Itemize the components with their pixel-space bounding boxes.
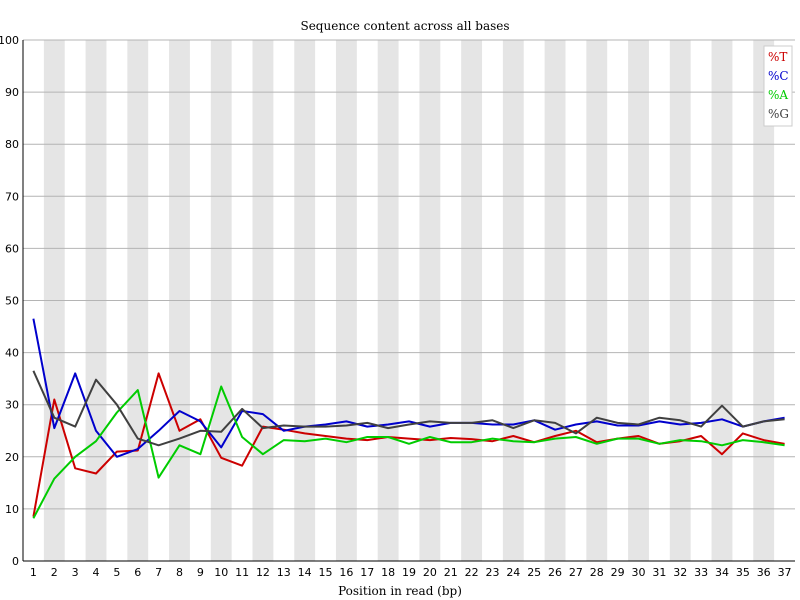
y-tick-label: 90	[5, 86, 19, 99]
x-tick-label: 22	[465, 566, 479, 579]
series-line-pct-g	[32, 370, 785, 447]
x-tick-label: 10	[214, 566, 228, 579]
x-tick-label: 13	[277, 566, 291, 579]
legend: %T %C %A %G	[763, 45, 793, 127]
x-tick-label: 9	[197, 566, 204, 579]
series-lines	[32, 318, 785, 519]
axes	[22, 40, 795, 562]
y-tick-label: 20	[5, 451, 19, 464]
x-tick-label: 33	[694, 566, 708, 579]
y-tick-label: 100	[0, 34, 19, 47]
y-tick-label: 60	[5, 242, 19, 255]
legend-entry: %G	[768, 107, 789, 121]
x-tick-label: 36	[757, 566, 771, 579]
x-tick-label: 30	[632, 566, 646, 579]
legend-box	[763, 45, 793, 127]
x-tick-label: 35	[736, 566, 750, 579]
x-tick-label: 26	[548, 566, 562, 579]
legend-entry: %T	[768, 50, 787, 64]
y-tick-label: 50	[5, 295, 19, 308]
x-tick-label: 7	[155, 566, 162, 579]
x-tick-label: 12	[256, 566, 270, 579]
y-tick-label: 70	[5, 190, 19, 203]
series-line-pct-a	[32, 385, 785, 519]
x-tick-label: 27	[569, 566, 583, 579]
x-tick-label: 11	[235, 566, 249, 579]
x-tick-label: 32	[673, 566, 687, 579]
x-tick-label: 16	[339, 566, 353, 579]
x-tick-label: 8	[176, 566, 183, 579]
x-tick-label: 25	[527, 566, 541, 579]
series-line-pct-c	[32, 318, 785, 458]
y-tick-label: 10	[5, 503, 19, 516]
x-tick-label: 15	[319, 566, 333, 579]
y-tick-label: 30	[5, 399, 19, 412]
gridlines	[23, 39, 795, 510]
legend-entry: %A	[768, 88, 788, 102]
x-tick-label: 28	[590, 566, 604, 579]
x-tick-label: 5	[113, 566, 120, 579]
legend-entry: %C	[768, 69, 789, 83]
chart-title: Sequence content across all bases	[300, 19, 509, 33]
x-tick-label: 4	[93, 566, 100, 579]
x-tick-label: 14	[298, 566, 312, 579]
x-tick-label: 29	[611, 566, 625, 579]
x-tick-label: 1	[30, 566, 37, 579]
y-tick-label: 0	[12, 555, 19, 568]
x-tick-label: 3	[72, 566, 79, 579]
x-tick-label: 17	[360, 566, 374, 579]
x-axis-label: Position in read (bp)	[338, 584, 462, 598]
y-tick-labels: 0 10 20 30 40 50 60 70 80 90 100	[0, 34, 19, 568]
x-tick-label: 24	[506, 566, 520, 579]
x-tick-label: 37	[778, 566, 792, 579]
x-tick-label: 21	[444, 566, 458, 579]
x-tick-label: 19	[402, 566, 416, 579]
y-tick-label: 80	[5, 138, 19, 151]
x-tick-label: 34	[715, 566, 729, 579]
x-tick-label: 6	[134, 566, 141, 579]
x-tick-label: 31	[652, 566, 666, 579]
x-tick-label: 20	[423, 566, 437, 579]
x-tick-labels: 1 2 3 4 5 6 7 8 9 10 11 12 13 14 15 16 17 18 19 20 21 22 23 24 2…	[30, 566, 792, 579]
x-tick-label: 2	[51, 566, 58, 579]
x-tick-label: 23	[485, 566, 499, 579]
x-tick-label: 18	[381, 566, 395, 579]
y-tick-label: 40	[5, 347, 19, 360]
